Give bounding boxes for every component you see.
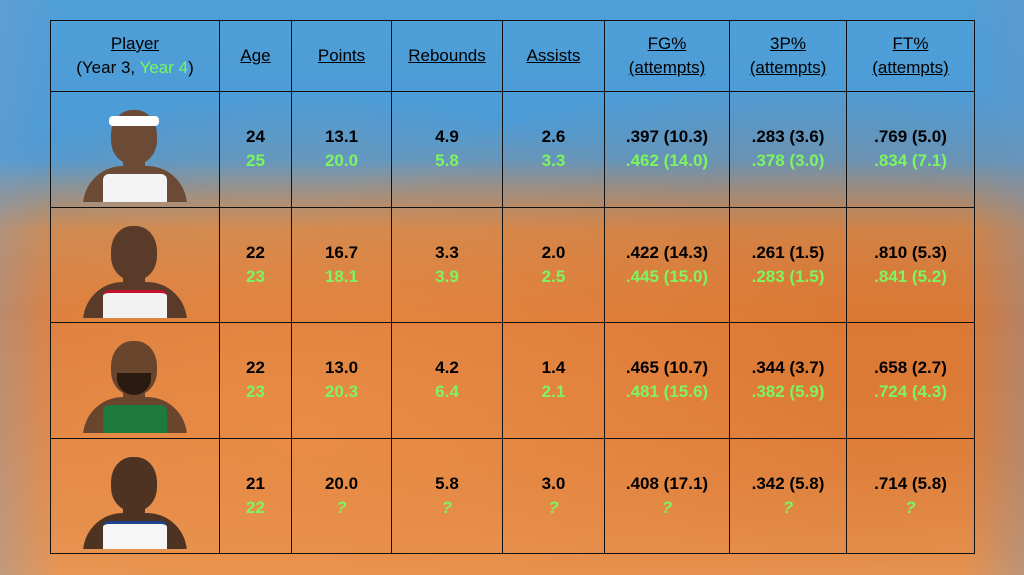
player-row: 21 22 20.0? 5.8? 3.0? .408 (17.1)? .342 (… — [50, 437, 975, 554]
points-cell: 13.0 20.3 — [291, 322, 392, 439]
fg-cell: .422 (14.3) .445 (15.0) — [604, 206, 730, 323]
fg-cell: .408 (17.1)? — [604, 437, 730, 554]
header-rebounds: Rebounds — [391, 20, 503, 92]
3p-cell: .261 (1.5) .283 (1.5) — [729, 206, 847, 323]
player-row: 22 23 16.7 18.1 3.3 3.9 2.0 2.5 .422 (14.3).… — [50, 206, 975, 323]
rebounds-cell: 5.8? — [391, 437, 503, 554]
rebounds-cell: 4.2 6.4 — [391, 322, 503, 439]
assists-cell: 1.4 2.1 — [502, 322, 605, 439]
header-age: Age — [219, 20, 292, 92]
fg-cell: .465 (10.7) .481 (15.6) — [604, 322, 730, 439]
header-player-label: Player — [110, 34, 160, 53]
player-headshot-newyork — [75, 453, 195, 549]
header-assists: Assists — [502, 20, 605, 92]
header-points: Points — [291, 20, 392, 92]
player-photo-cell — [50, 91, 220, 208]
ft-cell: .810 (5.3) .841 (5.2) — [846, 206, 975, 323]
player-photo-cell — [50, 437, 220, 554]
header-row: Player (Year 3, Year 4) Age Points Rebou… — [50, 20, 975, 92]
ft-cell: .769 (5.0) .834 (7.1) — [846, 91, 975, 208]
player-headshot-chicago — [75, 222, 195, 318]
player-row: 24 25 13.1 20.0 4.9 5.8 2.6 3.3 .397 (10.3).… — [50, 91, 975, 208]
age-cell: 22 23 — [219, 206, 292, 323]
ft-cell: .714 (5.8)? — [846, 437, 975, 554]
ft-cell: .658 (2.7) .724 (4.3) — [846, 322, 975, 439]
rebounds-cell: 3.3 3.9 — [391, 206, 503, 323]
rebounds-cell: 4.9 5.8 — [391, 91, 503, 208]
player-headshot-miami — [75, 106, 195, 203]
age-cell: 22 23 — [219, 322, 292, 439]
stats-comparison-table: Player (Year 3, Year 4) Age Points Rebou… — [50, 20, 975, 554]
assists-cell: 2.6 3.3 — [502, 91, 605, 208]
player-row: 22 23 13.0 20.3 4.2 6.4 1.4 2.1 .465 (10.7).… — [50, 322, 975, 439]
header-ft: FT% (attempts) — [846, 20, 975, 92]
points-cell: 16.7 18.1 — [291, 206, 392, 323]
3p-cell: .283 (3.6) .378 (3.0) — [729, 91, 847, 208]
fg-cell: .397 (10.3) .462 (14.0) — [604, 91, 730, 208]
player-photo-cell — [50, 322, 220, 439]
header-player-sub: (Year 3, Year 4) — [76, 58, 194, 77]
player-photo-cell — [50, 206, 220, 323]
points-cell: 20.0? — [291, 437, 392, 554]
age-cell: 21 22 — [219, 437, 292, 554]
3p-cell: .342 (5.8)? — [729, 437, 847, 554]
header-3p: 3P% (attempts) — [729, 20, 847, 92]
assists-cell: 3.0? — [502, 437, 605, 554]
3p-cell: .344 (3.7) .382 (5.9) — [729, 322, 847, 439]
assists-cell: 2.0 2.5 — [502, 206, 605, 323]
header-fg: FG% (attempts) — [604, 20, 730, 92]
age-cell: 24 25 — [219, 91, 292, 208]
header-player: Player (Year 3, Year 4) — [50, 20, 220, 92]
points-cell: 13.1 20.0 — [291, 91, 392, 208]
player-headshot-boston — [75, 337, 195, 434]
